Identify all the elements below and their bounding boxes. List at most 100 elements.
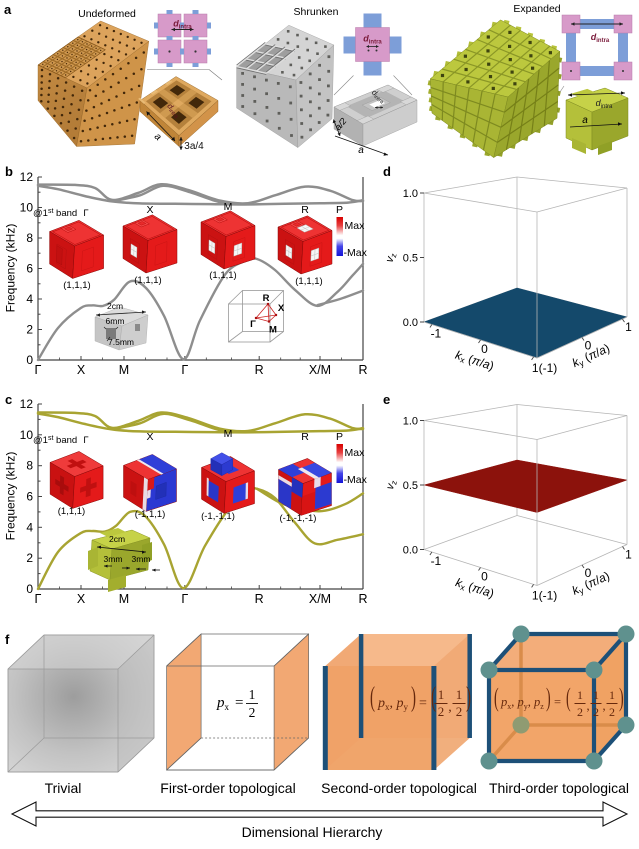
- svg-text:10: 10: [20, 428, 34, 442]
- svg-text:1.0: 1.0: [403, 188, 418, 200]
- svg-text:Γ: Γ: [181, 363, 188, 377]
- svg-text:Dimensional Hierarchy: Dimensional Hierarchy: [242, 824, 383, 840]
- svg-text:2: 2: [26, 551, 33, 565]
- svg-text:1: 1: [609, 688, 615, 702]
- svg-text:0: 0: [26, 582, 33, 596]
- svg-text:0: 0: [585, 339, 592, 353]
- svg-text:): ): [411, 681, 416, 712]
- svg-text:2: 2: [593, 705, 599, 719]
- svg-text:Frequency (kHz): Frequency (kHz): [4, 452, 18, 541]
- svg-text:e: e: [383, 392, 390, 407]
- svg-text:Γ: Γ: [83, 435, 88, 446]
- svg-text:a: a: [4, 2, 12, 17]
- svg-text:12: 12: [20, 397, 34, 411]
- svg-text:1: 1: [438, 687, 445, 702]
- svg-text:,: ,: [602, 699, 605, 713]
- svg-text:Undeformed: Undeformed: [78, 8, 136, 20]
- svg-text:3mm: 3mm: [104, 554, 123, 564]
- svg-text:0: 0: [481, 570, 488, 584]
- svg-text:2: 2: [609, 705, 615, 719]
- svg-text:2: 2: [249, 705, 256, 720]
- svg-text:@1st band: @1st band: [33, 208, 77, 219]
- svg-text:Max: Max: [345, 447, 366, 459]
- svg-text:,: ,: [586, 699, 589, 713]
- svg-text:-1: -1: [431, 554, 442, 568]
- svg-text:f: f: [5, 632, 10, 647]
- svg-text:Γ: Γ: [181, 592, 188, 606]
- svg-text:2: 2: [577, 705, 583, 719]
- svg-text:X: X: [77, 592, 86, 606]
- svg-text:P: P: [336, 431, 343, 443]
- svg-text:X: X: [146, 431, 153, 443]
- svg-text:vz: vz: [384, 251, 399, 264]
- svg-text:dintra: dintra: [596, 98, 613, 110]
- svg-text:M: M: [224, 428, 233, 440]
- svg-text:1: 1: [625, 320, 632, 334]
- svg-text:R: R: [301, 204, 309, 216]
- svg-text:First-order topological: First-order topological: [160, 780, 295, 796]
- svg-text:1: 1: [625, 548, 632, 562]
- svg-text:P: P: [336, 204, 343, 216]
- svg-text:Γ: Γ: [35, 363, 42, 377]
- svg-text:1(-1): 1(-1): [532, 588, 557, 602]
- svg-text:vz: vz: [384, 479, 399, 492]
- svg-text:Max: Max: [345, 220, 366, 232]
- svg-text:(: (: [431, 681, 436, 712]
- svg-text:M: M: [119, 592, 129, 606]
- svg-text:-Max: -Max: [344, 474, 368, 486]
- svg-text:4: 4: [26, 520, 33, 534]
- svg-text:): ): [619, 682, 624, 712]
- svg-text:1(-1): 1(-1): [532, 361, 557, 375]
- svg-text:2: 2: [26, 323, 33, 337]
- svg-text:12: 12: [20, 170, 34, 184]
- svg-text:a: a: [358, 145, 364, 156]
- svg-text:8: 8: [26, 231, 33, 245]
- svg-text:@1st band: @1st band: [33, 435, 77, 446]
- svg-text:1: 1: [456, 687, 463, 702]
- svg-text:a: a: [582, 115, 588, 126]
- svg-text:(-1,-1,1): (-1,-1,1): [201, 511, 235, 522]
- svg-text:R: R: [358, 363, 367, 377]
- svg-text:6: 6: [26, 490, 33, 504]
- svg-text:dintra: dintra: [173, 19, 192, 31]
- svg-text:(-1,-1,-1): (-1,-1,-1): [280, 513, 317, 524]
- svg-text:Γ: Γ: [83, 208, 88, 219]
- svg-text:): ): [466, 681, 471, 712]
- svg-text:-Max: -Max: [344, 247, 368, 259]
- svg-text:0: 0: [26, 353, 33, 367]
- svg-text:(1,1,1): (1,1,1): [63, 280, 90, 291]
- svg-text:Γ: Γ: [250, 319, 256, 330]
- svg-text:R: R: [358, 592, 367, 606]
- svg-text:px, py: px, py: [377, 696, 409, 712]
- svg-text:0.0: 0.0: [403, 317, 418, 329]
- svg-text:Second-order topological: Second-order topological: [321, 780, 477, 796]
- svg-text:Frequency (kHz): Frequency (kHz): [4, 224, 18, 313]
- svg-text:(: (: [494, 682, 499, 712]
- svg-text:): ): [546, 682, 551, 712]
- svg-text:X/M: X/M: [309, 363, 331, 377]
- svg-text:R: R: [263, 293, 270, 304]
- svg-text:0: 0: [481, 342, 488, 356]
- svg-text:px, py, pz: px, py, pz: [500, 695, 544, 711]
- svg-text:b: b: [5, 164, 13, 179]
- svg-text:2cm: 2cm: [107, 301, 123, 311]
- svg-text:7.5mm: 7.5mm: [108, 337, 134, 347]
- svg-text:3a/4: 3a/4: [184, 141, 204, 152]
- svg-text:dintra: dintra: [591, 32, 610, 44]
- svg-text:6mm: 6mm: [106, 316, 125, 326]
- svg-text:(1,1,1): (1,1,1): [209, 270, 236, 281]
- svg-text:(1,1,1): (1,1,1): [295, 276, 322, 287]
- svg-text:R: R: [255, 592, 264, 606]
- svg-text:Third-order topological: Third-order topological: [489, 780, 629, 796]
- svg-text:(1,1,1): (1,1,1): [58, 506, 85, 517]
- svg-text:X: X: [146, 204, 153, 216]
- svg-text:0: 0: [585, 566, 592, 580]
- svg-text:1: 1: [577, 688, 583, 702]
- svg-text:0.5: 0.5: [403, 480, 418, 492]
- svg-text:(: (: [566, 682, 571, 712]
- svg-text:Shrunken: Shrunken: [294, 6, 339, 18]
- svg-text:=: =: [235, 695, 243, 711]
- svg-text:3mm: 3mm: [132, 554, 151, 564]
- svg-text:X: X: [278, 303, 285, 314]
- svg-text:R: R: [255, 363, 264, 377]
